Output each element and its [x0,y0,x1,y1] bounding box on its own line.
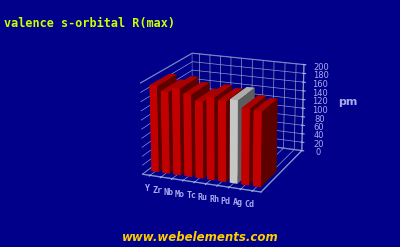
Text: valence s-orbital R(max): valence s-orbital R(max) [4,17,175,30]
Text: www.webelements.com: www.webelements.com [122,231,278,244]
